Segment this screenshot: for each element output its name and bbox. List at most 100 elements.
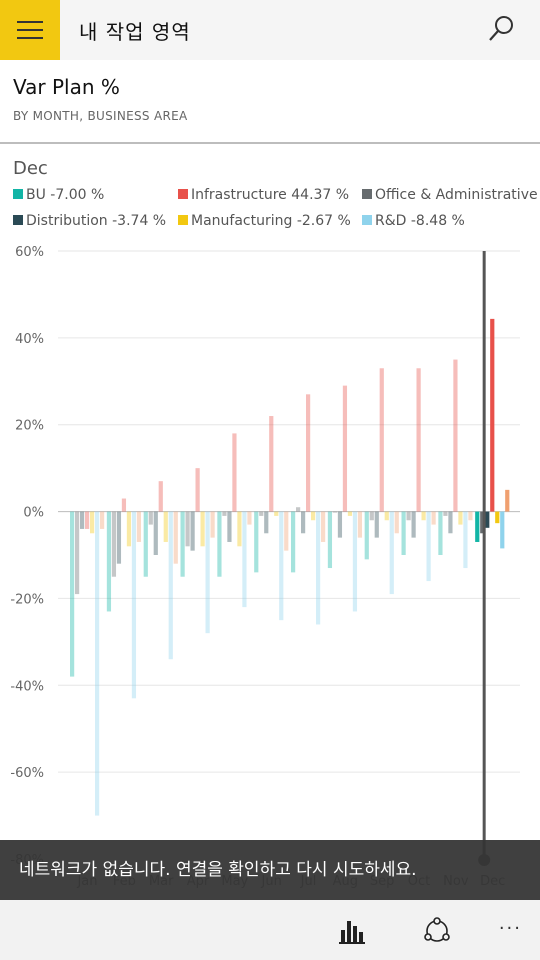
bar (163, 511, 168, 542)
bar (448, 511, 453, 534)
chart-header: Var Plan % BY MONTH, BUSINESS AREA (0, 60, 540, 144)
bar (116, 511, 122, 564)
bar (301, 511, 306, 534)
bar (495, 511, 500, 524)
bar (80, 511, 85, 529)
bar (463, 511, 468, 569)
bar (327, 511, 333, 569)
bar (438, 511, 443, 555)
bar (475, 511, 480, 542)
bar-chart[interactable]: 60%40%20%0%-20%-40%-60%-80%JanFebMarAprM… (0, 240, 540, 900)
bar (379, 368, 384, 512)
share-icon[interactable] (422, 916, 452, 946)
bar (100, 511, 105, 529)
bar (136, 511, 142, 542)
bar (458, 511, 463, 525)
bar (369, 511, 374, 521)
bar (332, 511, 338, 513)
bar (121, 498, 127, 512)
bar (85, 511, 90, 529)
bar (431, 511, 436, 525)
legend-swatch (13, 189, 23, 199)
legend-swatch (13, 215, 23, 225)
legend-item-infrastructure[interactable]: Infrastructure 44.37 % (178, 187, 349, 203)
bar (406, 511, 411, 521)
bar (153, 511, 158, 555)
bar (306, 394, 311, 512)
bar (389, 511, 394, 595)
bar (158, 481, 163, 512)
bar (242, 511, 247, 608)
bar (443, 511, 448, 516)
bar (316, 511, 321, 625)
bar (148, 511, 153, 525)
bar (342, 385, 348, 512)
menu-icon[interactable] (0, 0, 60, 60)
top-bar: 내 작업 영역 (0, 0, 540, 60)
legend-label: Manufacturing -2.67 % (191, 213, 351, 229)
bar (505, 489, 510, 512)
bar (485, 511, 490, 528)
y-tick-label: 20% (15, 419, 44, 434)
bar (352, 511, 358, 612)
bar (190, 511, 195, 551)
bar (173, 511, 178, 564)
legend-item-bu[interactable]: BU -7.00 % (13, 187, 104, 203)
bar (200, 511, 205, 547)
bar (205, 511, 210, 634)
legend-label: Distribution -3.74 % (26, 213, 167, 229)
legend-swatch (178, 215, 188, 225)
bar (480, 511, 485, 534)
legend-swatch (362, 189, 372, 199)
bar (321, 511, 326, 542)
bar (70, 511, 75, 677)
bar (111, 511, 117, 577)
legend-item-distribution[interactable]: Distribution -3.74 % (13, 213, 166, 229)
bar (254, 511, 259, 573)
y-tick-label: -60% (10, 766, 44, 781)
legend-item-office-administrative[interactable]: Office & Administrative - (362, 187, 540, 203)
y-tick-label: 0% (23, 506, 44, 521)
y-tick-label: -20% (10, 592, 44, 607)
bar (95, 511, 100, 816)
legend-item-rnd[interactable]: R&D -8.48 % (362, 213, 465, 229)
bar (185, 511, 190, 547)
bar (357, 511, 363, 538)
workspace-title: 내 작업 영역 (79, 20, 191, 44)
bar (274, 511, 279, 516)
bar (490, 318, 495, 512)
search-icon[interactable] (486, 14, 516, 44)
bar (90, 511, 95, 534)
visual-chart-icon[interactable] (337, 916, 367, 946)
y-tick-label: -40% (10, 679, 44, 694)
bar (232, 433, 237, 512)
y-tick-label: 40% (15, 332, 44, 347)
bar (126, 511, 132, 547)
bar (106, 511, 112, 612)
bar (227, 511, 232, 542)
bar (296, 507, 301, 512)
bar (411, 511, 416, 538)
more-options-button[interactable]: ··· (498, 918, 522, 939)
legend-label: Office & Administrative - (375, 187, 540, 203)
bar (180, 511, 185, 577)
legend-label: Infrastructure 44.37 % (191, 187, 350, 203)
bar (237, 511, 242, 547)
bar (143, 511, 148, 577)
bar (269, 416, 274, 512)
chart-title: Var Plan % (13, 75, 120, 99)
bar (500, 511, 505, 549)
bar (337, 511, 343, 538)
bar (168, 511, 173, 660)
legend-swatch (178, 189, 188, 199)
bar (195, 468, 200, 512)
bar (259, 511, 264, 516)
bar (364, 511, 369, 560)
bar (247, 511, 252, 525)
bar (75, 511, 80, 595)
bar (401, 511, 406, 555)
bar (284, 511, 289, 551)
bar (347, 511, 353, 516)
bar (311, 511, 316, 521)
legend-item-manufacturing[interactable]: Manufacturing -2.67 % (178, 213, 351, 229)
